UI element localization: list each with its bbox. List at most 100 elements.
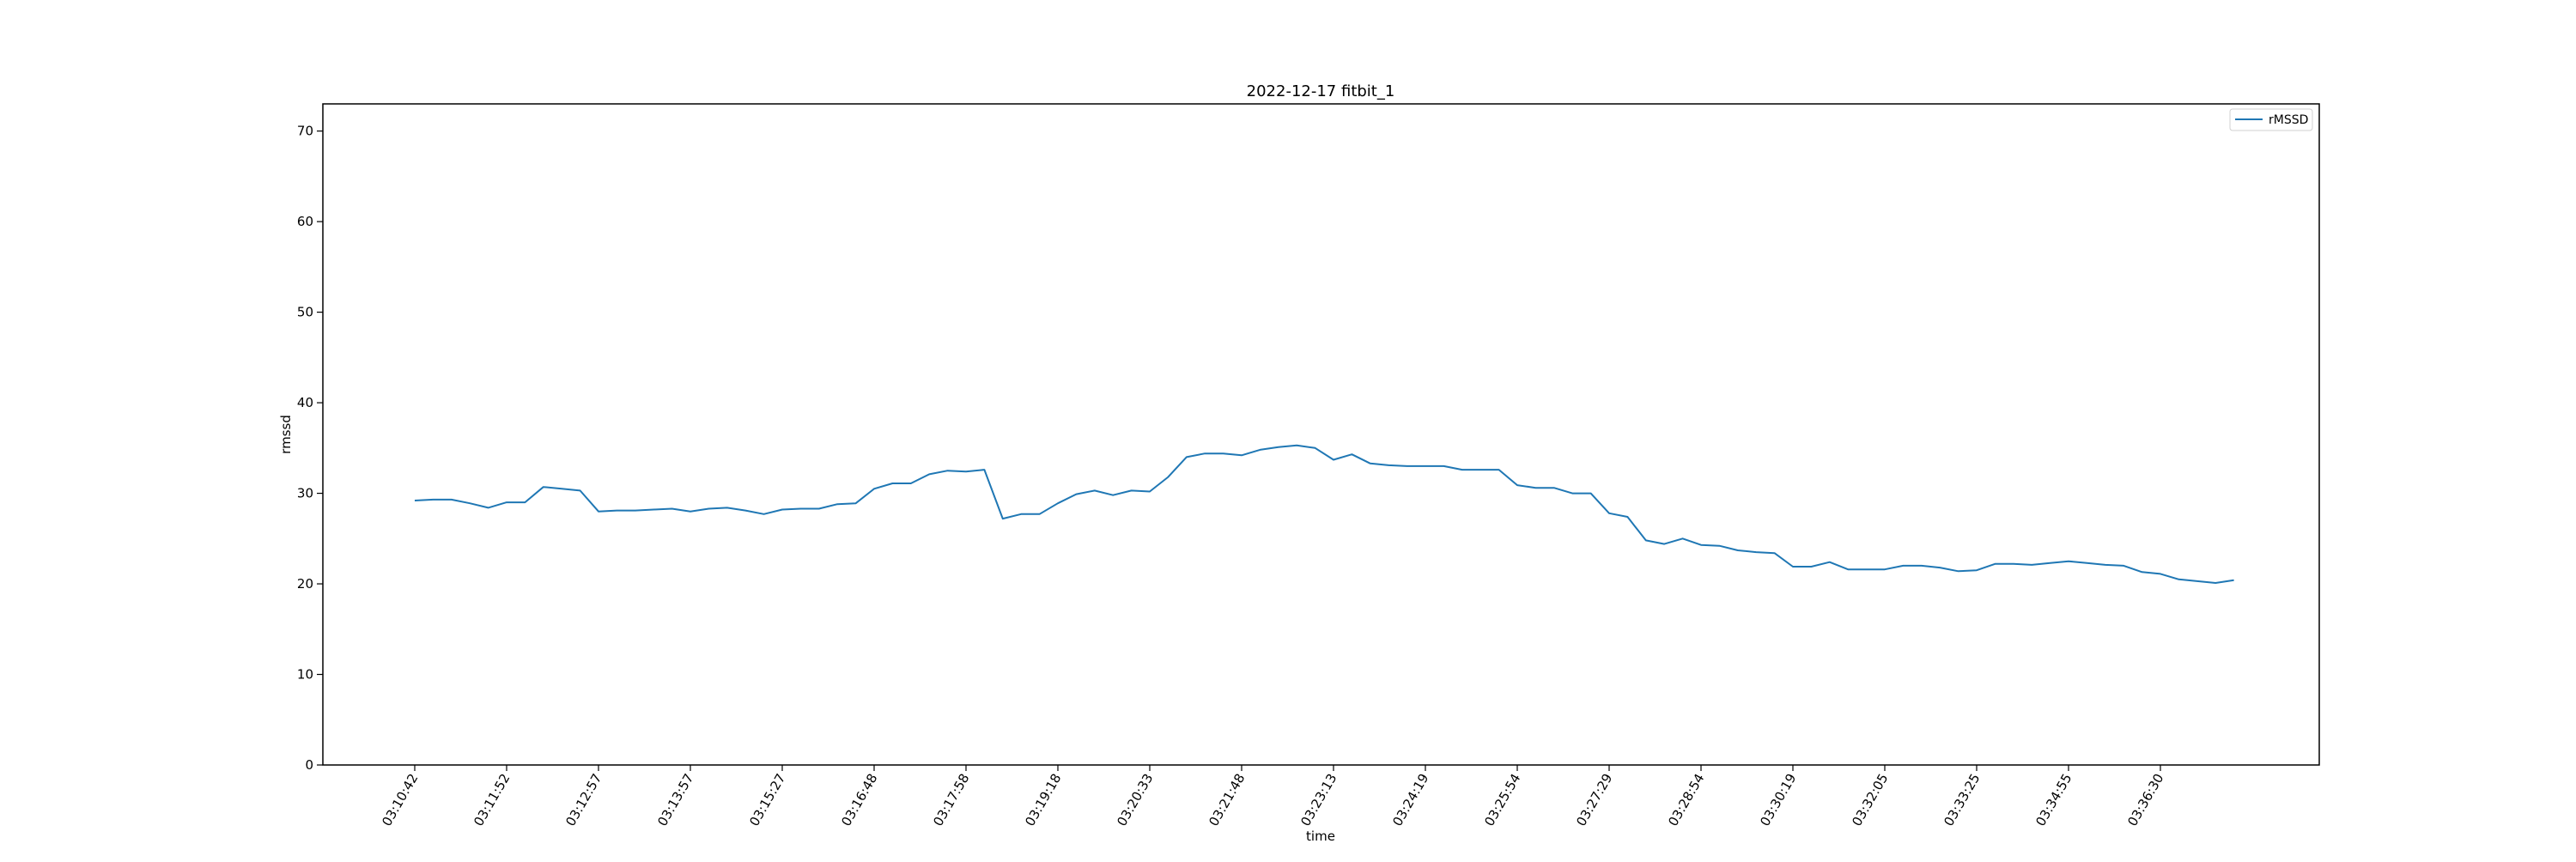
data-point bbox=[1645, 539, 1647, 541]
data-point bbox=[1663, 543, 1665, 545]
x-tick-label: 03:17:58 bbox=[930, 771, 972, 829]
data-point bbox=[1112, 495, 1114, 496]
data-point bbox=[928, 473, 930, 475]
x-axis: 03:10:42 03:11:52 03:12:57 03:13:57 03:15:27… bbox=[379, 765, 2166, 829]
data-point bbox=[524, 501, 526, 503]
data-point bbox=[1774, 552, 1776, 554]
data-point bbox=[2215, 582, 2216, 584]
data-point bbox=[469, 502, 471, 504]
data-point bbox=[1406, 465, 1408, 467]
x-tick-label: 03:34:55 bbox=[2032, 771, 2075, 829]
data-point bbox=[635, 510, 636, 512]
data-point bbox=[708, 508, 709, 510]
data-point bbox=[1223, 452, 1224, 454]
data-point bbox=[598, 511, 599, 513]
x-tick-label: 03:11:52 bbox=[471, 771, 513, 829]
data-point bbox=[671, 508, 673, 510]
data-point bbox=[1626, 516, 1628, 518]
data-point bbox=[2233, 580, 2235, 581]
series-layer bbox=[414, 445, 2235, 584]
data-point bbox=[432, 499, 434, 501]
data-point bbox=[836, 503, 838, 505]
data-point bbox=[1590, 493, 1592, 495]
data-point bbox=[543, 486, 544, 488]
y-axis: 0 10 20 30 40 50 60 70 bbox=[297, 124, 323, 773]
data-point bbox=[2160, 573, 2161, 574]
x-tick-label: 03:36:30 bbox=[2124, 771, 2166, 829]
data-point bbox=[653, 509, 654, 511]
data-point bbox=[1921, 565, 1923, 567]
data-point bbox=[414, 500, 416, 501]
data-point bbox=[855, 502, 857, 504]
x-tick-label: 03:16:48 bbox=[838, 771, 880, 829]
data-point bbox=[1075, 494, 1077, 495]
data-point bbox=[1884, 568, 1886, 570]
data-point bbox=[1939, 567, 1941, 568]
x-tick-label: 03:12:57 bbox=[562, 771, 605, 829]
data-point bbox=[1792, 566, 1794, 568]
x-tick-label: 03:10:42 bbox=[379, 771, 421, 829]
x-tick-label: 03:28:54 bbox=[1665, 771, 1707, 829]
data-point bbox=[1682, 537, 1684, 539]
data-point bbox=[1333, 459, 1334, 461]
data-point bbox=[1057, 502, 1059, 504]
data-point bbox=[1131, 489, 1133, 491]
data-point bbox=[561, 488, 562, 489]
chart-title: 2022-12-17 fitbit_1 bbox=[1247, 82, 1395, 100]
data-point bbox=[1204, 452, 1206, 454]
data-point bbox=[1479, 469, 1481, 470]
data-point bbox=[1718, 545, 1720, 547]
x-tick-label: 03:19:18 bbox=[1022, 771, 1064, 829]
x-tick-label: 03:24:19 bbox=[1389, 771, 1431, 829]
y-tick-label: 70 bbox=[297, 124, 313, 139]
data-point bbox=[1149, 491, 1151, 493]
legend-label: rMSSD bbox=[2269, 113, 2308, 127]
data-point bbox=[1976, 569, 1978, 571]
x-tick-label: 03:32:05 bbox=[1849, 771, 1891, 829]
data-point bbox=[1553, 487, 1555, 489]
data-point bbox=[2013, 563, 2014, 565]
data-point bbox=[690, 511, 691, 513]
data-point bbox=[2142, 571, 2143, 573]
data-point bbox=[891, 483, 893, 484]
data-point bbox=[744, 510, 746, 512]
data-point bbox=[1571, 493, 1573, 495]
x-tick-label: 03:21:48 bbox=[1206, 771, 1248, 829]
series-line-rmssd bbox=[415, 446, 2234, 583]
data-point bbox=[2178, 579, 2179, 580]
y-tick-label: 60 bbox=[297, 214, 313, 229]
plot-frame bbox=[323, 104, 2319, 765]
x-tick-label: 03:23:13 bbox=[1297, 771, 1340, 829]
data-point bbox=[1700, 544, 1702, 546]
data-point bbox=[1829, 562, 1831, 563]
x-tick-label: 03:33:25 bbox=[1941, 771, 1983, 829]
data-point bbox=[1278, 446, 1279, 448]
data-point bbox=[2068, 561, 2069, 562]
x-tick-label: 03:25:54 bbox=[1481, 771, 1523, 829]
data-point bbox=[983, 469, 985, 470]
data-point bbox=[1241, 454, 1242, 456]
data-point bbox=[580, 489, 581, 491]
y-tick-label: 0 bbox=[305, 757, 313, 773]
data-point bbox=[1186, 456, 1188, 458]
data-point bbox=[965, 470, 967, 472]
data-point bbox=[616, 510, 617, 512]
data-point bbox=[1755, 551, 1757, 553]
data-point bbox=[1608, 513, 1610, 514]
data-point bbox=[1351, 453, 1352, 455]
x-tick-label: 03:20:33 bbox=[1114, 771, 1156, 829]
data-point bbox=[818, 508, 820, 510]
data-point bbox=[781, 509, 783, 511]
data-point bbox=[1370, 463, 1371, 464]
data-point bbox=[1810, 566, 1812, 568]
x-tick-label: 03:30:19 bbox=[1757, 771, 1799, 829]
x-tick-label: 03:27:29 bbox=[1573, 771, 1615, 829]
data-point bbox=[2123, 565, 2124, 567]
data-point bbox=[763, 513, 765, 515]
y-tick-label: 30 bbox=[297, 486, 313, 501]
data-point bbox=[1498, 469, 1500, 470]
data-point bbox=[1461, 469, 1463, 470]
data-point bbox=[1866, 568, 1868, 570]
